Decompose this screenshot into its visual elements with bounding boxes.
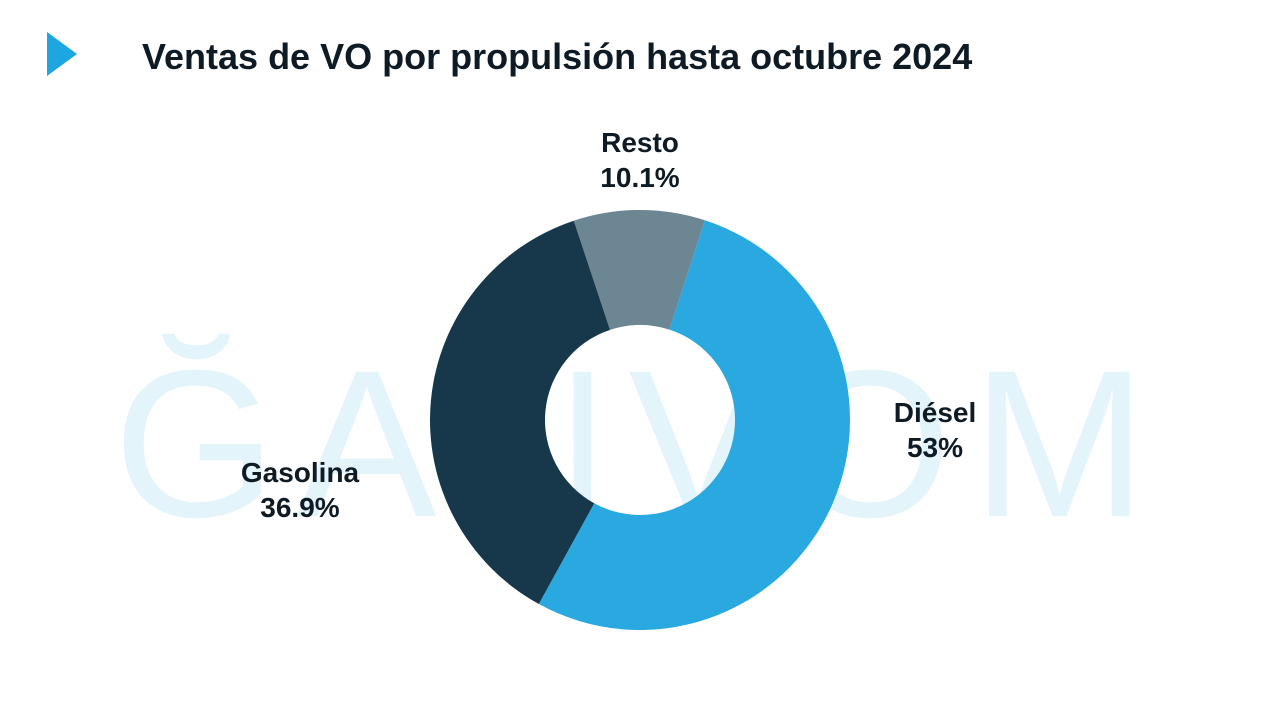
chart-header: Ventas de VO por propulsión hasta octubr…: [42, 28, 972, 85]
bullet-arrow-icon: [42, 28, 82, 85]
donut-chart: [430, 210, 850, 630]
slice-label-pct: 53%: [907, 432, 963, 463]
slice-label-gasolina: Gasolina 36.9%: [241, 455, 359, 525]
slice-label-resto: Resto 10.1%: [600, 125, 679, 195]
slice-label-name: Resto: [601, 127, 679, 158]
slice-label-name: Diésel: [894, 397, 977, 428]
slice-label-name: Gasolina: [241, 457, 359, 488]
slice-label-pct: 10.1%: [600, 162, 679, 193]
chart-title: Ventas de VO por propulsión hasta octubr…: [142, 36, 972, 78]
slice-label-pct: 36.9%: [260, 492, 339, 523]
chart-area: ĞANVOM: [0, 140, 1280, 700]
slice-label-diésel: Diésel 53%: [894, 395, 977, 465]
